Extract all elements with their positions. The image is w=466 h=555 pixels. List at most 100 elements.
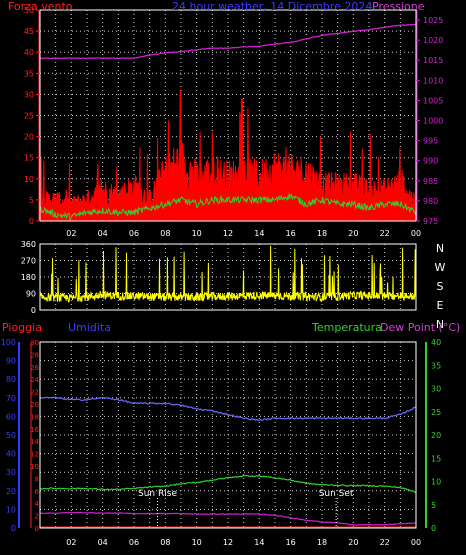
wind-avg-series [39, 193, 417, 221]
compass-label: W [435, 261, 446, 274]
x-tick-label: 08 [160, 229, 170, 238]
x-tick-label: 20 [348, 229, 358, 238]
y-tick-label: 25 [24, 112, 34, 121]
temperature-tick-label: 20 [431, 431, 441, 440]
x-tick-label: 06 [129, 538, 139, 547]
rain-tick-label: 28 [30, 351, 39, 359]
x-tick-label: 16 [286, 229, 296, 238]
humidity-axis-title: Umidita [68, 321, 111, 334]
y-tick-label: 180 [21, 273, 36, 282]
series-layer [39, 23, 417, 528]
humidity-tick-label: 70 [6, 394, 16, 403]
y2-tick-label: 1010 [423, 76, 443, 85]
temperature-tick-label: 30 [431, 385, 441, 394]
temperature-tick-label: 5 [431, 501, 436, 510]
x-tick-label: 12 [223, 538, 233, 547]
x-tick-label: 04 [98, 229, 108, 238]
rain-tick-label: 6 [35, 488, 40, 496]
temperature-series [39, 474, 416, 493]
humidity-tick-label: 0 [11, 524, 16, 533]
x-tick-label: 10 [192, 538, 202, 547]
x-tick-label: 00 [411, 229, 421, 238]
y2-tick-label: 1005 [423, 96, 443, 105]
compass-label: N [436, 242, 444, 255]
x-tick-label: 00 [411, 538, 421, 547]
compass-label: E [437, 299, 444, 312]
y-tick-label: 15 [24, 154, 34, 163]
y-tick-label: 35 [24, 69, 34, 78]
x-tick-label: 12 [223, 229, 233, 238]
temperature-tick-label: 15 [431, 454, 441, 463]
rain-tick-label: 26 [30, 364, 39, 372]
humidity-tick-label: 30 [6, 468, 16, 477]
temperature-tick-label: 0 [431, 524, 436, 533]
humidity-tick-label: 100 [1, 338, 16, 347]
y-tick-label: 30 [24, 90, 34, 99]
y-tick-label: 5 [29, 196, 34, 205]
rain-tick-label: 30 [30, 339, 39, 347]
y-tick-label: 360 [21, 240, 36, 249]
sun-annotation-label: Sun Rise [138, 489, 177, 499]
x-tick-label: 08 [160, 538, 170, 547]
y2-tick-label: 990 [423, 157, 438, 166]
y2-tick-label: 1015 [423, 56, 443, 65]
y2-tick-label: 1020 [423, 36, 443, 45]
humidity-tick-label: 50 [6, 431, 16, 440]
humidity-tick-label: 20 [6, 487, 16, 496]
rain-tick-label: 0 [35, 525, 39, 533]
y-tick-label: 0 [31, 306, 36, 315]
x-tick-label: 16 [286, 538, 296, 547]
rain-tick-label: 4 [35, 500, 40, 508]
rain-tick-label: 18 [30, 413, 39, 421]
grid-layer [40, 10, 416, 528]
rain-tick-label: 16 [30, 426, 39, 434]
x-tick-label: 02 [66, 538, 76, 547]
rain-tick-label: 10 [30, 463, 39, 471]
rain-axis-title: Pioggia [2, 321, 42, 334]
dewpoint-axis-title: Dew Point (°C) [380, 321, 461, 334]
x-tick-label: 20 [348, 538, 358, 547]
rain-tick-label: 14 [30, 438, 39, 446]
y-tick-label: 45 [24, 27, 34, 36]
y-tick-label: 270 [21, 257, 36, 266]
compass-label: S [437, 280, 444, 293]
humidity-tick-label: 90 [6, 357, 16, 366]
humidity-series [39, 396, 417, 422]
humidity-tick-label: 10 [6, 505, 16, 514]
x-tick-label: 22 [380, 538, 390, 547]
humidity-tick-label: 40 [6, 450, 16, 459]
x-tick-label: 10 [192, 229, 202, 238]
humidity-tick-label: 60 [6, 412, 16, 421]
y2-tick-label: 975 [423, 217, 438, 226]
direction-panel-frame [39, 243, 417, 311]
y-tick-label: 10 [24, 175, 34, 184]
rain-tick-label: 24 [30, 376, 39, 384]
temperature-tick-label: 25 [431, 408, 441, 417]
wind-axis-title: Forza vento [8, 0, 73, 13]
wind-series [39, 89, 417, 222]
compass-label: N [436, 318, 444, 331]
rain-tick-label: 12 [30, 451, 39, 459]
sun-annotation-label: Sun Set [319, 489, 354, 499]
y2-tick-label: 985 [423, 177, 438, 186]
chart-title: 24 hour weather, 14 Dicembre 2024 [172, 0, 373, 13]
axes-layer: 0510152025303540455097598098599099510001… [1, 6, 446, 547]
pressure-axis-title: Pressione [372, 0, 425, 13]
temperature-tick-label: 10 [431, 478, 441, 487]
dewpoint-series [39, 511, 417, 526]
temperature-tick-label: 40 [431, 338, 441, 347]
x-tick-label: 18 [317, 229, 327, 238]
y-tick-label: 0 [29, 217, 34, 226]
humidity-tick-label: 80 [6, 375, 16, 384]
x-tick-label: 02 [66, 229, 76, 238]
y2-tick-label: 995 [423, 137, 438, 146]
y-tick-label: 50 [24, 6, 34, 15]
humidity-panel-frame [39, 341, 417, 529]
rain-tick-label: 20 [30, 401, 39, 409]
x-tick-label: 18 [317, 538, 327, 547]
y2-tick-label: 980 [423, 197, 438, 206]
rain-tick-label: 22 [30, 389, 39, 397]
x-tick-label: 04 [98, 538, 108, 547]
rain-tick-label: 8 [35, 475, 39, 483]
